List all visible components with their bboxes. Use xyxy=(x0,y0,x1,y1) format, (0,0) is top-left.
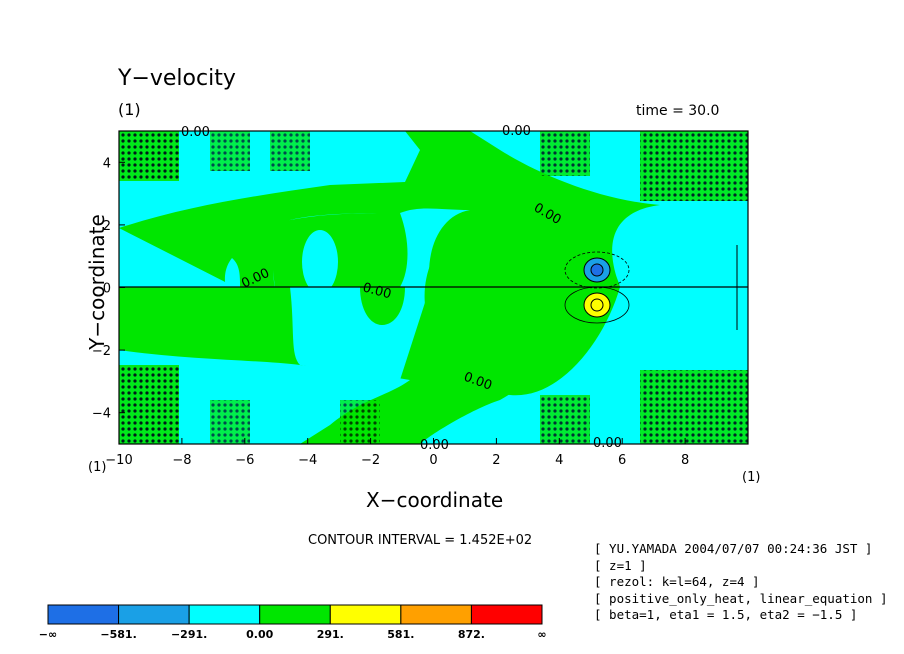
field-hatch-region xyxy=(340,400,380,444)
x-axis-label: X−coordinate xyxy=(366,488,504,512)
x-tick-label: 2 xyxy=(492,453,500,468)
field-hatch-region xyxy=(640,131,748,201)
y-tick-label: 2 xyxy=(103,219,111,234)
colorbar-label: 291. xyxy=(317,628,344,641)
corner-label-right: (1) xyxy=(742,470,761,485)
time-label: time = 30.0 xyxy=(636,103,720,119)
contour-label: 0.00 xyxy=(361,280,393,302)
colorbar xyxy=(47,604,543,625)
colorbar-label: −581. xyxy=(100,628,136,641)
field-positive-region xyxy=(424,287,620,396)
colorbar-label: 0.00 xyxy=(246,628,273,641)
vortex-core-positive xyxy=(590,298,604,312)
x-tick-label: −2 xyxy=(361,453,380,468)
colorbar-segment xyxy=(400,604,472,625)
field-negative-region xyxy=(119,131,420,228)
field-hatch-region xyxy=(540,131,590,176)
info-line: [ beta=1, eta1 = 1.5, eta2 = −1.5 ] xyxy=(594,607,858,622)
field-negative-region xyxy=(302,230,338,294)
x-tick-label: 0 xyxy=(429,453,437,468)
colorbar-label: 872. xyxy=(458,628,485,641)
info-line: [ YU.YAMADA 2004/07/07 00:24:36 JST ] xyxy=(594,541,873,556)
colorbar-label: 581. xyxy=(387,628,414,641)
plot-field xyxy=(119,131,748,444)
colorbar-label: −291. xyxy=(171,628,207,641)
contour-line xyxy=(564,251,630,289)
field-positive-region xyxy=(225,287,240,316)
contour-label: 0.00 xyxy=(420,438,449,453)
field-negative-region xyxy=(224,258,240,287)
field-negative-region xyxy=(300,287,342,350)
colorbar-segment xyxy=(470,604,543,625)
x-tick-label: −10 xyxy=(105,453,132,468)
colorbar-segment xyxy=(47,604,120,625)
corner-label-left: (1) xyxy=(88,460,107,475)
info-line: [ z=1 ] xyxy=(594,557,647,573)
y-tick-label: −2 xyxy=(92,344,111,359)
field-positive-region xyxy=(425,209,620,287)
colorbar-segment xyxy=(259,604,331,625)
field-hatch-region xyxy=(119,365,179,444)
info-line: [ positive_only_heat, linear_equation ] xyxy=(594,590,888,606)
field-hatch-region xyxy=(119,131,179,181)
contour-label: 0.00 xyxy=(181,125,210,140)
field-hatch-region xyxy=(540,395,590,444)
x-tick-label: 6 xyxy=(618,453,626,468)
contour-interval-label: CONTOUR INTERVAL = 1.452E+02 xyxy=(308,533,533,548)
field-hatch-region xyxy=(640,370,748,444)
y-tick-label: −4 xyxy=(92,407,111,422)
x-tick-label: 8 xyxy=(681,453,689,468)
info-line: [ rezol: k=l=64, z=4 ] xyxy=(594,574,760,589)
field-hatch-region xyxy=(210,131,250,171)
colorbar-label: −∞ xyxy=(39,628,57,641)
x-tick-label: −4 xyxy=(298,453,317,468)
y-tick-label: 4 xyxy=(103,156,111,171)
vortex-core-negative xyxy=(590,263,604,277)
colorbar-segment xyxy=(118,604,190,625)
field-positive-region xyxy=(362,244,402,280)
x-tick-label: −8 xyxy=(172,453,191,468)
colorbar-segment xyxy=(329,604,402,625)
x-tick-label: −6 xyxy=(235,453,254,468)
info-box: [ YU.YAMADA 2004/07/07 00:24:36 JST ] [ … xyxy=(594,541,888,624)
chart-title: Y−velocity xyxy=(118,66,236,91)
x-tick-label: 4 xyxy=(555,453,563,468)
panel-label: (1) xyxy=(118,100,141,119)
field-hatch-region xyxy=(210,400,250,444)
colorbar-segment xyxy=(188,604,261,625)
colorbar-label: ∞ xyxy=(537,628,546,641)
field-negative-region xyxy=(119,350,410,444)
y-tick-label: 0 xyxy=(103,282,111,297)
field-positive-region xyxy=(360,287,405,325)
field-hatch-region xyxy=(270,131,310,171)
